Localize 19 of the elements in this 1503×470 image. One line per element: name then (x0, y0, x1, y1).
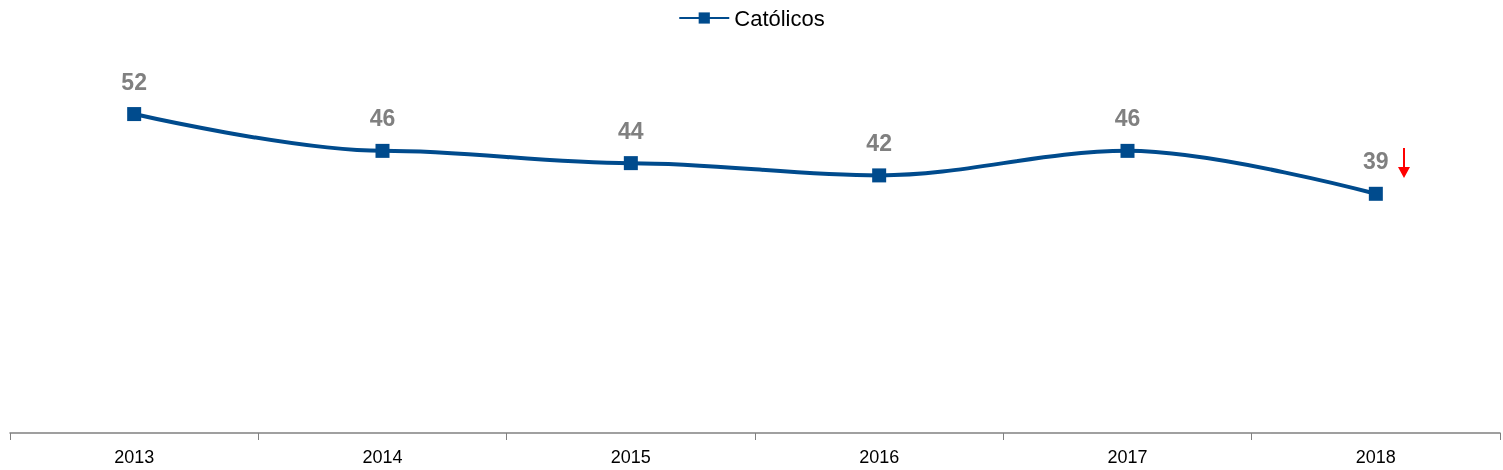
x-tick-label: 2016 (859, 447, 900, 467)
point (375, 143, 390, 158)
legend-label: Católicos (734, 5, 825, 31)
data-label: 46 (1114, 105, 1141, 132)
x-tick-label: 2013 (114, 447, 155, 467)
x-tick-label: 2017 (1107, 447, 1148, 467)
point (872, 168, 887, 183)
data-label: 39 (1363, 148, 1389, 175)
data-label: 46 (369, 105, 396, 132)
point (623, 156, 638, 171)
data-label: 44 (618, 117, 644, 144)
x-tick-label: 2018 (1355, 447, 1396, 467)
point (127, 107, 142, 122)
data-label: 42 (866, 129, 892, 156)
x-tick-label: 2015 (610, 447, 651, 467)
x-tick-label: 2014 (362, 447, 403, 467)
point (1120, 143, 1135, 158)
data-label: 52 (121, 68, 147, 95)
point (1368, 186, 1383, 201)
